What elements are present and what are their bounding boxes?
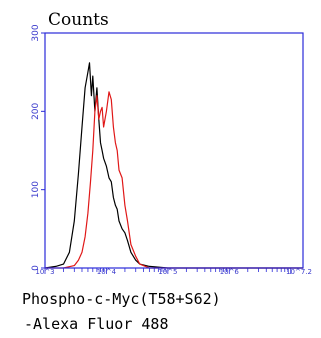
x-tick-label: 10^6 <box>220 268 240 276</box>
y-tick-label: 200 <box>31 102 41 119</box>
x-tick-label: 10^4 <box>97 268 117 276</box>
y-axis-ticks: 0 100 200 300 <box>31 24 45 271</box>
x-tick-label: 10^3 <box>35 268 54 276</box>
x-axis-label-line2: -Alexa Fluor 488 <box>24 315 169 333</box>
plot-frame <box>44 32 304 269</box>
x-tick-label: 10^5 <box>158 268 177 276</box>
series-layer <box>44 62 303 269</box>
y-axis-label: Counts <box>48 10 109 30</box>
y-tick-label: 300 <box>31 24 41 41</box>
y-tick-label: 100 <box>31 181 41 198</box>
histogram-series-1 <box>44 62 303 269</box>
x-axis-label-line1: Phospho-c-Myc(T58+S62) <box>22 290 221 308</box>
x-tick-label: 10^7.2 <box>286 268 312 276</box>
histogram-series-2 <box>45 91 303 269</box>
y-tick-label: 0 <box>31 265 41 271</box>
x-axis-ticks: 10^3 10^4 10^5 10^6 10^7.2 <box>35 268 312 276</box>
